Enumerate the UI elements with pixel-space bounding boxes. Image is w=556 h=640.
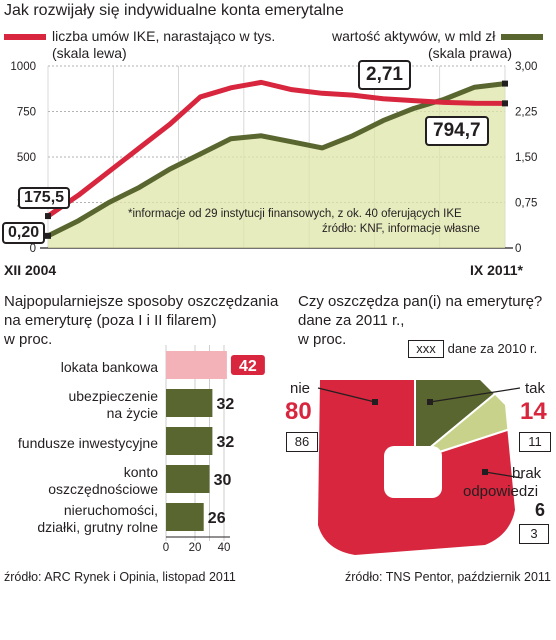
chart-source: źródło: KNF, informacje własne (322, 223, 480, 235)
callout-red-start: 175,5 (18, 187, 71, 209)
legend-left-label: liczba umów IKE, narastająco w tys. (52, 28, 276, 44)
pie-slice-nie (318, 380, 515, 555)
pie-source: źródło: TNS Pentor, październik 2011 (345, 570, 551, 584)
pie-brak-value: 6 (535, 500, 546, 520)
assets-area (48, 83, 505, 248)
pie-title-line1: Czy oszczędza pan(i) na emeryturę? (298, 293, 543, 310)
callout-green-end: 2,71 (358, 60, 411, 90)
pie-legend: xxx dane za 2010 r. (408, 340, 537, 358)
legend-right-scale: (skala prawa) (428, 45, 513, 61)
pie-chart (317, 380, 523, 555)
right-axis-tick: 0 (515, 243, 521, 255)
bar (166, 389, 213, 417)
bar (166, 427, 213, 455)
bar-label: nieruchomości, działki, grutny rolne (37, 502, 158, 535)
pie-leader-line (429, 387, 521, 403)
bar-value-badge (230, 355, 265, 375)
bar-label: ubezpieczenie na życie (68, 388, 158, 421)
bar-value: 32 (217, 396, 235, 413)
pie-brak-label1: brak (512, 465, 542, 482)
series-endpoint (45, 232, 51, 239)
pie-title-line3: w proc. (298, 331, 347, 348)
callout-red-end: 794,7 (425, 116, 489, 146)
bars-title-line3: w proc. (4, 331, 53, 348)
series-endpoint (45, 213, 51, 220)
callout-green-start: 0,20 (2, 222, 46, 244)
bar (166, 503, 204, 531)
pie-leader-dot (372, 399, 378, 405)
pie-nie-value: 80 (285, 398, 312, 425)
pie-title: Czy oszczędza pan(i) na emeryturę? dane … (298, 292, 542, 349)
x-axis-start: XII 2004 (4, 262, 57, 278)
pie-tak-prev: 11 (519, 432, 551, 452)
bar-value: 30 (214, 472, 232, 489)
pie-nie-prev: 86 (286, 432, 318, 452)
pie-legend-text: dane za 2010 r. (447, 341, 538, 356)
left-axis-tick: 750 (17, 107, 36, 119)
pie-title-line2: dane za 2011 r., (298, 312, 405, 329)
pie-tak-label: tak (525, 380, 546, 397)
series-endpoint (502, 80, 508, 87)
contracts-line (46, 79, 506, 219)
chart-note: *informacje od 29 instytucji finansowych… (128, 208, 462, 220)
right-axis-tick: 0,75 (515, 198, 537, 210)
bar-value: 42 (239, 358, 257, 375)
left-axis-tick: 1000 (10, 61, 36, 73)
bar-label: fundusze inwestycyjne (17, 434, 158, 451)
pie-brak-label2: odpowiedzi (463, 483, 539, 500)
pie-nie-label: nie (290, 380, 311, 397)
bar (166, 465, 210, 493)
bar-label: lokata bankowa (60, 358, 158, 375)
series-endpoint (502, 100, 508, 107)
pie-brak-prev: 3 (519, 524, 549, 544)
legend-right-label: wartość aktywów, w mld zł (332, 28, 496, 44)
chart-title: Jak rozwijały się indywidualne konta eme… (4, 2, 344, 19)
bar-axis-tick: 40 (218, 542, 231, 554)
pie-slice-tak (414, 380, 515, 463)
left-axis-tick: 0 (30, 243, 36, 255)
pie-leader-dot (482, 469, 488, 475)
right-axis-tick: 3,00 (515, 61, 537, 73)
legend-swatch-green (501, 34, 544, 41)
left-axis-tick: 500 (17, 152, 36, 164)
bar-axis-tick: 0 (163, 542, 169, 554)
pie-leader-line (484, 471, 523, 479)
legend-left: liczba umów IKE, narastająco w tys. (4, 28, 275, 44)
legend-swatch-red (4, 34, 46, 41)
right-axis-tick: 2,25 (515, 107, 537, 119)
bar-value: 26 (208, 510, 226, 527)
bar-value: 32 (217, 434, 235, 451)
pie-tak-value: 14 (520, 398, 547, 425)
legend-left-scale: (skala lewa) (52, 45, 127, 61)
bars-title: Najpopularniejsze sposoby oszczędzania n… (4, 292, 278, 349)
pie-legend-box: xxx (408, 340, 444, 358)
pie-leader-dot (427, 399, 433, 405)
bars-source: źródło: ARC Rynek i Opinia, listopad 201… (4, 570, 236, 584)
pie-leader-line (317, 387, 376, 403)
bar-label: konto oszczędnościowe (48, 464, 158, 497)
bar-chart: 42 32 32 30 26 0 20 40 (163, 345, 265, 554)
bars-title-line1: Najpopularniejsze sposoby oszczędzania (4, 293, 279, 310)
bar (166, 351, 227, 379)
x-axis-end: IX 2011* (470, 262, 523, 278)
bars-title-line2: na emeryturę (poza I i II filarem) (4, 312, 217, 329)
line-chart: 100075050025003,002,251,500,750 *informa… (10, 61, 537, 255)
legend-right: wartość aktywów, w mld zł (332, 28, 544, 44)
right-axis-tick: 1,50 (515, 152, 537, 164)
bar-axis-tick: 20 (189, 542, 202, 554)
